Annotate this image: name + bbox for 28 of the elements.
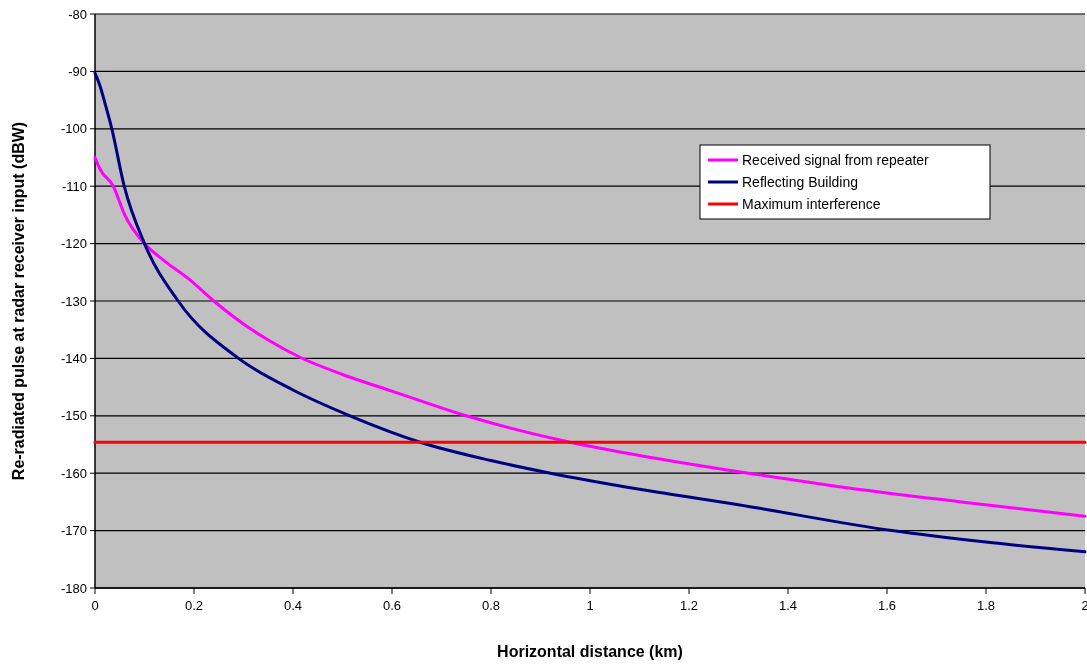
legend-label: Maximum interference xyxy=(742,195,881,212)
y-tick-label: -140 xyxy=(60,350,87,366)
y-axis-title: Re-radiated pulse at radar receiver input (dBW) xyxy=(10,121,27,481)
x-tick-label: 0.6 xyxy=(382,598,402,613)
x-axis-title: Horizontal distance (km) xyxy=(497,643,683,660)
x-tick-label: 1.8 xyxy=(976,598,996,613)
y-tick-label: -180 xyxy=(60,580,87,596)
y-tick-label: -170 xyxy=(60,523,87,539)
x-tick-label: 0 xyxy=(91,598,99,613)
y-tick-label: -100 xyxy=(60,121,87,137)
x-tick-label: 1.6 xyxy=(877,598,897,613)
line-series xyxy=(93,71,1087,554)
line-series xyxy=(93,156,1087,518)
x-tick-label: 0.8 xyxy=(481,598,501,613)
x-tick-label: 1.4 xyxy=(778,598,798,613)
y-tick-label: -130 xyxy=(60,293,87,309)
x-tick-label: 0.2 xyxy=(184,598,204,613)
x-tick-label: 1.2 xyxy=(679,598,699,613)
y-tick-label: -160 xyxy=(60,465,87,481)
legend-label: Received signal from repeater xyxy=(742,151,930,168)
legend-label: Reflecting Building xyxy=(742,173,858,190)
y-tick-label: -80 xyxy=(68,6,87,22)
x-tick-label: 0.4 xyxy=(283,598,303,613)
y-tick-label: -110 xyxy=(61,178,87,194)
y-tick-label: -150 xyxy=(60,408,87,424)
x-tick-label: 1 xyxy=(586,598,594,613)
y-tick-label: -90 xyxy=(68,63,87,79)
y-tick-label: -120 xyxy=(60,236,87,252)
